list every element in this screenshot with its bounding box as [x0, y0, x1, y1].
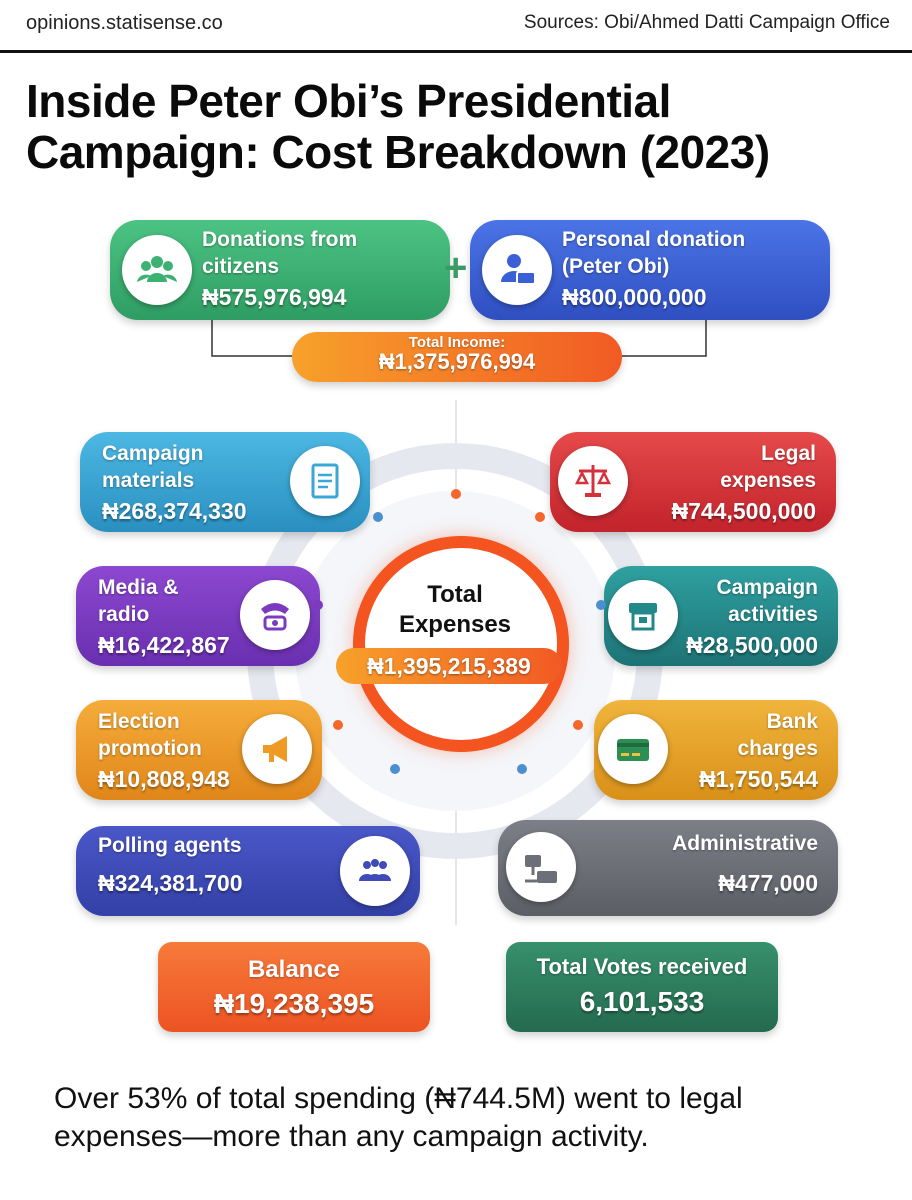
total-expenses-hub: Total Expenses ₦1,395,215,389 [282, 478, 628, 824]
personal-donation-amount: ₦800,000,000 [562, 284, 707, 310]
polling-agents-amount: ₦324,381,700 [98, 870, 243, 896]
megaphone-icon [242, 714, 312, 784]
ring-dot [517, 764, 527, 774]
total-income-label: Total Income: [408, 334, 506, 351]
election-promotion-amount: ₦10,808,948 [98, 766, 230, 792]
top-bar: opinions.statisense.co Sources: Obi/Ahme… [0, 0, 912, 53]
ring-dot [573, 720, 583, 730]
campaign-materials-amount: ₦268,374,330 [102, 498, 247, 524]
phone-icon [240, 580, 310, 650]
group-icon [122, 235, 192, 305]
hub-ring [353, 536, 569, 752]
scales-icon [558, 446, 628, 516]
site-url[interactable]: opinions.statisense.co [26, 12, 223, 34]
card-icon [598, 714, 668, 784]
person-icon [482, 235, 552, 305]
ring-dot [333, 720, 343, 730]
total-income-card: Total Income: ₦1,375,976,994 [292, 332, 622, 382]
balance-label: Balance [247, 956, 341, 983]
total-expenses-amount: ₦1,395,215,389 [336, 648, 562, 684]
ring-dot [313, 600, 323, 610]
media-radio-card: Media & radio ₦16,422,867 [76, 566, 320, 666]
bank-charges-amount: ₦1,750,544 [699, 766, 818, 792]
election-promotion-card: Election promotion ₦10,808,948 [76, 700, 322, 800]
media-radio-label: Media & radio [98, 576, 179, 626]
ring-dot [451, 489, 461, 499]
ring-dot [535, 512, 545, 522]
donations-label: Donations from citizens [202, 228, 358, 278]
page-title: Inside Peter Obi’s Presidential Campaign… [26, 75, 770, 178]
ring-dot [373, 512, 383, 522]
donations-card: Donations from citizens ₦575,976,994 [110, 220, 450, 320]
personal-donation-card: Personal donation (Peter Obi) ₦800,000,0… [470, 220, 830, 320]
total-expenses-label: Total Expenses [398, 581, 512, 638]
campaign-activities-label: Campaign activities [716, 576, 818, 626]
document-icon [290, 446, 360, 516]
legal-expenses-label: Legal expenses [720, 442, 816, 492]
total-income-amount: ₦1,375,976,994 [378, 349, 536, 374]
media-radio-amount: ₦16,422,867 [98, 632, 230, 658]
people-icon [340, 836, 410, 906]
legal-expenses-amount: ₦744,500,000 [671, 498, 816, 524]
podium-icon [608, 580, 678, 650]
balance-amount: ₦19,238,395 [213, 988, 375, 1019]
ring-dot [390, 764, 400, 774]
campaign-activities-card: Campaign activities ₦28,500,000 [604, 566, 838, 666]
desk-icon [506, 832, 576, 902]
votes-label: Total Votes received [536, 954, 748, 979]
administrative-label: Administrative [672, 832, 818, 855]
donations-amount: ₦575,976,994 [202, 284, 347, 310]
balance-box: Balance ₦19,238,395 [158, 942, 430, 1032]
income-bracket [211, 320, 707, 357]
personal-donation-label: Personal donation (Peter Obi) [562, 228, 746, 278]
polling-agents-label: Polling agents [98, 834, 242, 857]
votes-box: Total Votes received 6,101,533 [506, 942, 778, 1032]
bank-charges-label: Bank charges [737, 710, 818, 760]
sources-note: Sources: Obi/Ahmed Datti Campaign Office [523, 12, 890, 33]
footer-insight: Over 53% of total spending (₦744.5M) wen… [54, 1082, 743, 1153]
votes-amount: 6,101,533 [579, 986, 705, 1017]
election-promotion-label: Election promotion [98, 710, 202, 760]
plus-sign: + [444, 246, 468, 290]
campaign-materials-label: Campaign materials [102, 442, 204, 492]
polling-agents-card: Polling agents ₦324,381,700 [76, 826, 420, 916]
administrative-card: Administrative ₦477,000 [498, 820, 838, 916]
ring-dot [596, 600, 606, 610]
bank-charges-card: Bank charges ₦1,750,544 [594, 700, 838, 800]
administrative-amount: ₦477,000 [718, 870, 818, 896]
campaign-activities-amount: ₦28,500,000 [686, 632, 818, 658]
campaign-materials-card: Campaign materials ₦268,374,330 [80, 432, 370, 532]
legal-expenses-card: Legal expenses ₦744,500,000 [550, 432, 836, 532]
